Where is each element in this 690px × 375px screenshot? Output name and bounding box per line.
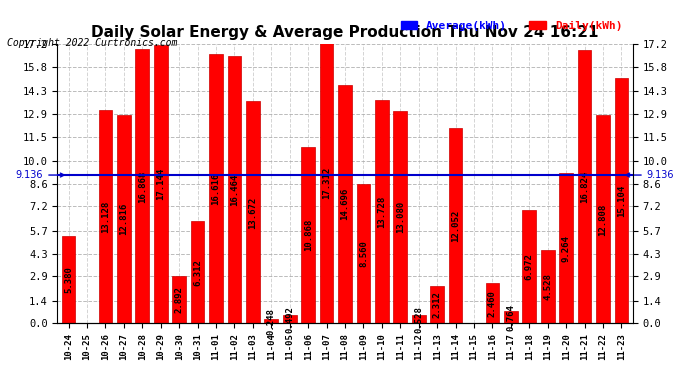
Text: 12.808: 12.808	[598, 203, 607, 236]
Text: 13.728: 13.728	[377, 196, 386, 228]
Text: 13.080: 13.080	[396, 201, 405, 233]
Bar	[246, 101, 259, 323]
Bar	[578, 50, 591, 323]
Text: 16.868: 16.868	[138, 170, 147, 202]
Text: 9.136: 9.136	[626, 170, 674, 180]
Text: 0.492: 0.492	[285, 306, 294, 333]
Bar	[412, 315, 426, 323]
Text: 8.560: 8.560	[359, 240, 368, 267]
Text: 0.528: 0.528	[414, 306, 423, 333]
Text: 0.764: 0.764	[506, 304, 515, 331]
Text: 16.616: 16.616	[212, 172, 221, 205]
Bar	[448, 128, 462, 323]
Text: 2.460: 2.460	[488, 290, 497, 317]
Bar	[135, 50, 149, 323]
Bar	[283, 315, 297, 323]
Text: 0.248: 0.248	[267, 308, 276, 335]
Text: 6.972: 6.972	[525, 254, 534, 280]
Text: 17.144: 17.144	[156, 168, 165, 200]
Text: 15.104: 15.104	[617, 184, 626, 217]
Bar	[393, 111, 407, 323]
Bar	[504, 311, 518, 323]
Bar	[596, 116, 610, 323]
Text: 16.464: 16.464	[230, 174, 239, 206]
Text: Copyright 2022 Curtronics.com: Copyright 2022 Curtronics.com	[7, 38, 177, 48]
Bar	[319, 42, 333, 323]
Text: 6.312: 6.312	[193, 259, 202, 286]
Text: 10.868: 10.868	[304, 219, 313, 251]
Bar	[615, 78, 629, 323]
Bar	[117, 115, 130, 323]
Text: 9.264: 9.264	[562, 235, 571, 262]
Text: 9.136: 9.136	[16, 170, 64, 180]
Legend: Average(kWh), Daily(kWh): Average(kWh), Daily(kWh)	[396, 16, 627, 35]
Bar	[302, 147, 315, 323]
Text: 4.528: 4.528	[543, 273, 552, 300]
Title: Daily Solar Energy & Average Production Thu Nov 24 16:21: Daily Solar Energy & Average Production …	[91, 25, 599, 40]
Bar	[172, 276, 186, 323]
Text: 2.892: 2.892	[175, 286, 184, 314]
Bar	[357, 184, 371, 323]
Bar	[486, 284, 500, 323]
Bar	[375, 100, 388, 323]
Bar	[431, 286, 444, 323]
Bar	[264, 320, 278, 323]
Text: 2.312: 2.312	[433, 291, 442, 318]
Text: 5.380: 5.380	[64, 266, 73, 293]
Text: 12.816: 12.816	[119, 203, 128, 236]
Bar	[99, 110, 112, 323]
Text: 12.052: 12.052	[451, 209, 460, 242]
Text: 13.672: 13.672	[248, 196, 257, 228]
Bar	[228, 56, 242, 323]
Text: 14.696: 14.696	[340, 188, 350, 220]
Bar	[338, 85, 352, 323]
Bar	[522, 210, 536, 323]
Bar	[560, 173, 573, 323]
Bar	[541, 250, 555, 323]
Bar	[154, 45, 168, 323]
Text: 17.312: 17.312	[322, 167, 331, 199]
Bar	[190, 221, 204, 323]
Text: 16.824: 16.824	[580, 171, 589, 203]
Text: 13.128: 13.128	[101, 201, 110, 233]
Bar	[61, 236, 75, 323]
Bar	[209, 54, 223, 323]
